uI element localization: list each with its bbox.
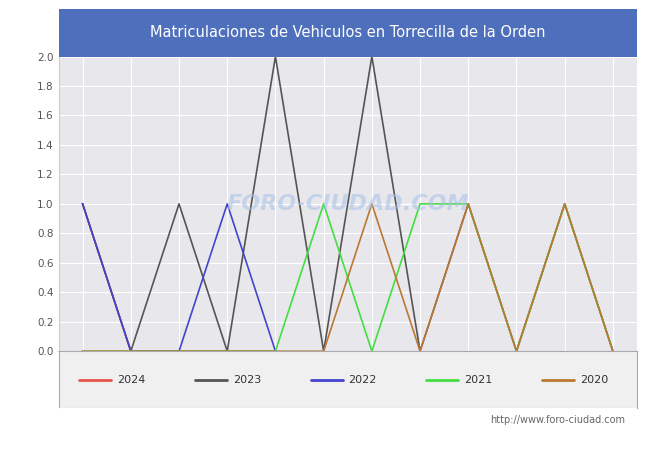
- 2021: [224, 348, 231, 354]
- 2024: [175, 348, 183, 354]
- 2020: [127, 348, 135, 354]
- 2021: [79, 348, 86, 354]
- 2023: [561, 201, 569, 207]
- 2020: [224, 348, 231, 354]
- 2021: [609, 348, 617, 354]
- 2022: [224, 201, 231, 207]
- Text: 2024: 2024: [117, 375, 146, 385]
- 2023: [127, 348, 135, 354]
- 2020: [513, 348, 521, 354]
- 2020: [79, 348, 86, 354]
- 2023: [368, 54, 376, 59]
- 2021: [368, 348, 376, 354]
- 2024: [79, 201, 86, 207]
- 2024: [127, 348, 135, 354]
- Text: 2022: 2022: [348, 375, 377, 385]
- 2021: [127, 348, 135, 354]
- 2020: [272, 348, 280, 354]
- 2023: [464, 201, 472, 207]
- 2020: [320, 348, 328, 354]
- 2021: [320, 201, 328, 207]
- Line: 2024: 2024: [83, 204, 276, 351]
- 2023: [272, 54, 280, 59]
- 2021: [464, 201, 472, 207]
- 2020: [609, 348, 617, 354]
- Line: 2020: 2020: [83, 204, 613, 351]
- 2023: [224, 348, 231, 354]
- 2024: [224, 348, 231, 354]
- 2024: [272, 348, 280, 354]
- Text: Matriculaciones de Vehiculos en Torrecilla de la Orden: Matriculaciones de Vehiculos en Torrecil…: [150, 25, 545, 40]
- 2022: [79, 201, 86, 207]
- Text: 2023: 2023: [233, 375, 261, 385]
- 2023: [79, 201, 86, 207]
- Text: 2020: 2020: [580, 375, 608, 385]
- 2022: [127, 348, 135, 354]
- 2021: [416, 201, 424, 207]
- 2020: [416, 348, 424, 354]
- 2021: [272, 348, 280, 354]
- Line: 2021: 2021: [83, 204, 613, 351]
- Text: 2021: 2021: [464, 375, 492, 385]
- 2023: [416, 348, 424, 354]
- Text: http://www.foro-ciudad.com: http://www.foro-ciudad.com: [491, 415, 625, 425]
- 2023: [513, 348, 521, 354]
- 2021: [513, 348, 521, 354]
- 2020: [464, 201, 472, 207]
- Text: FORO-CIUDAD.COM: FORO-CIUDAD.COM: [226, 194, 469, 214]
- Line: 2023: 2023: [83, 57, 613, 351]
- 2023: [175, 201, 183, 207]
- 2021: [175, 348, 183, 354]
- 2020: [368, 201, 376, 207]
- Line: 2022: 2022: [83, 204, 276, 351]
- 2022: [175, 348, 183, 354]
- 2023: [609, 348, 617, 354]
- 2020: [561, 201, 569, 207]
- 2023: [320, 348, 328, 354]
- 2021: [561, 201, 569, 207]
- 2022: [272, 348, 280, 354]
- 2020: [175, 348, 183, 354]
